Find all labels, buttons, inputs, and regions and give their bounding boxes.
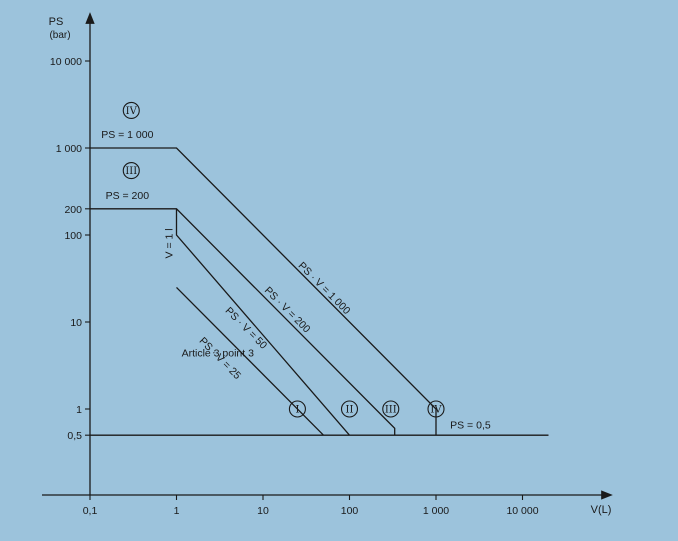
y-tick-label: 200 (64, 204, 82, 216)
category-marker-circle (122, 162, 140, 180)
category-marker: III (122, 162, 140, 180)
category-marker: IV (122, 101, 140, 120)
line-label: PS = 0,5 (450, 419, 491, 431)
series-line-1 (90, 208, 396, 436)
line-label: PS · V = 1 000 (296, 260, 353, 317)
line-label: PS = 200 (106, 190, 150, 202)
annotation-label: Article 3 point 3 (182, 348, 255, 360)
y-tick-label: 100 (64, 230, 82, 242)
category-marker-label: IV (430, 405, 442, 416)
line-label: PS = 1 000 (101, 129, 153, 141)
category-marker-label: IV (126, 106, 138, 117)
line-label: PS · V = 200 (262, 285, 313, 336)
y-tick-label: 10 (70, 317, 82, 329)
x-tick-label: 10 (257, 505, 269, 517)
series-line-0 (90, 147, 437, 436)
category-marker-circle (427, 400, 445, 418)
category-marker: II (340, 400, 359, 418)
line-label: PS · V = 50 (223, 305, 270, 352)
category-marker-label: II (346, 405, 354, 416)
category-marker-circle (122, 101, 140, 120)
category-marker: IV (427, 400, 445, 418)
y-tick-label: 1 (76, 404, 82, 416)
x-axis-label: V(L) (591, 504, 612, 516)
line-labels: PS = 1 000 PS = 200 PS = 0,5 PS · V = 1 000… (101, 129, 491, 431)
y-tick-label: 1 000 (56, 143, 82, 155)
series-line-3 (176, 286, 324, 436)
series-lines (90, 147, 549, 436)
category-marker-circle (382, 400, 400, 418)
x-tick-label: 1 (174, 505, 180, 517)
x-tick-label: 100 (341, 505, 359, 517)
category-marker-circle (340, 400, 359, 418)
series-line-2 (175, 208, 350, 436)
category-marker-label: III (385, 405, 397, 416)
x-tick-label: 1 000 (423, 505, 449, 517)
y-axis-unit: (bar) (49, 30, 70, 41)
category-marker: III (382, 400, 400, 418)
category-marker-circle (288, 400, 306, 418)
x-tick-label: 10 000 (506, 505, 538, 517)
category-marker: I (288, 400, 306, 418)
y-axis-label: PS (49, 16, 64, 28)
x-tick-label: 0,1 (83, 505, 98, 517)
y-tick-label: 0,5 (67, 430, 82, 442)
y-tick-label: 10 000 (50, 56, 82, 68)
category-marker-label: III (125, 166, 137, 177)
axis-ticks: 0,5 1 10 100 200 1 000 10 000 0,1 1 10 100 1 000 10 … (50, 56, 539, 517)
line-label: V = 1 l (164, 228, 176, 258)
category-marker-label: I (295, 405, 299, 416)
